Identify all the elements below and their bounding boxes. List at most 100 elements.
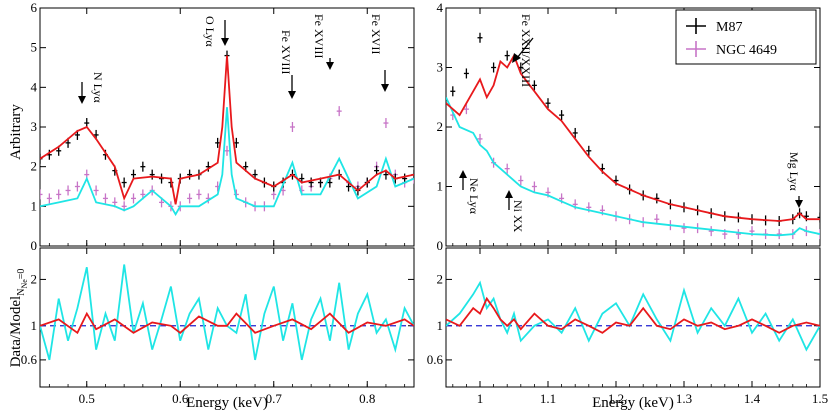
left-point-m87: [308, 177, 314, 188]
left-x-tick-label-3: 0.8: [359, 391, 375, 406]
left-series-m87-model: [40, 55, 414, 205]
left-series-ngc-4649-ratio: [40, 264, 414, 361]
left-line-m87-model: [40, 55, 414, 205]
left-point-ngc-4649: [93, 185, 99, 196]
legend-label-ngc: NGC 4649: [716, 43, 777, 58]
right-top-y-tick-label-2: 2: [437, 119, 444, 134]
legend-marker-ngc: [686, 41, 706, 57]
right-point-m87: [531, 80, 537, 91]
left-line-ngc-4649-ratio: [40, 264, 414, 361]
y-axis-label-bottom-sub: N: [16, 289, 27, 296]
right-x-tick-label-5: 1.5: [812, 391, 828, 406]
left-point-ngc-4649: [74, 181, 80, 192]
right-x-tick-label-0: 1: [477, 391, 484, 406]
left-ratio-frame: [39, 247, 415, 388]
right-line-m87-model: [446, 53, 820, 222]
left-point-ngc-4649: [40, 189, 43, 200]
right-series-ngc-4649-model: [446, 96, 820, 237]
left-ratio-y-tick-label-1: 1: [31, 318, 38, 333]
annotation-o-lya-text: O Lyα: [203, 16, 217, 47]
arrow-fe22-shaft: [516, 37, 534, 59]
left-point-m87: [327, 177, 333, 188]
left-point-ngc-4649: [289, 122, 295, 132]
left-top-y-tick-label-1: 1: [31, 198, 38, 213]
left-point-ngc-4649: [102, 193, 108, 204]
left-point-ngc-4649: [383, 118, 389, 129]
annotation-fe18-a: Fe XVIII: [279, 30, 293, 74]
y-axis-label-bottom: Data/ModelNNe=0: [8, 269, 29, 368]
right-point-ngc-4649: [504, 163, 510, 174]
y-axis-label-bottom-sub2: Ne: [20, 279, 29, 289]
annotation-n-lya-text: N Lyα: [91, 72, 105, 103]
x-axis-label-left: Energy (keV): [186, 395, 268, 411]
legend-box: [675, 9, 817, 65]
right-line-m87-ratio: [446, 296, 820, 334]
right-point-ngc-4649: [477, 133, 483, 144]
right-series-m87-ratio: [446, 296, 820, 334]
y-axis-label-bottom-sub3: =0: [16, 269, 27, 280]
left-top-y-tick-label-5: 5: [31, 40, 38, 55]
right-point-m87: [477, 32, 483, 43]
right-point-m87: [559, 110, 565, 121]
right-point-ngc-4649: [681, 223, 687, 234]
right-top-y-tick-label-4: 4: [437, 0, 444, 15]
right-point-m87: [450, 86, 456, 97]
annotation-fe18-a-text: Fe XVIII: [279, 30, 293, 74]
annotation-ne-lya-text: Ne Lyα: [467, 178, 481, 215]
left-top-y-tick-label-3: 3: [31, 119, 38, 134]
right-point-m87: [463, 68, 469, 79]
left-point-m87: [140, 161, 146, 172]
y-axis-label-top: Arbitrary: [8, 104, 24, 160]
y-axis-label-bottom-main: Data/Model: [8, 296, 24, 368]
right-line-ngc-4649-ratio: [446, 280, 820, 352]
left-top-y-tick-label-4: 4: [31, 79, 38, 94]
right-point-m87: [572, 127, 578, 138]
annotation-fe18-c-text: Fe XVII: [369, 14, 383, 54]
left-line-m87-ratio: [40, 311, 414, 335]
arrow-ne-lya-head: [459, 170, 467, 178]
legend-label-m87: M87: [716, 20, 742, 35]
right-point-m87: [504, 50, 510, 61]
right-point-m87: [491, 62, 497, 73]
left-point-ngc-4649: [46, 193, 52, 204]
annotation-ni-text: Ni XX: [511, 200, 525, 233]
left-point-m87: [121, 177, 127, 188]
left-point-ngc-4649: [56, 189, 62, 200]
right-point-m87: [586, 145, 592, 156]
right-x-tick-label-4: 1.4: [744, 391, 761, 406]
annotation-mg-lya-text: Mg Lyα: [787, 152, 801, 191]
left-line-ngc-4649-model: [40, 107, 414, 217]
right-point-ngc-4649: [654, 214, 660, 225]
arrow-o-lya-head: [221, 38, 229, 46]
right-point-ngc-4649: [776, 229, 782, 240]
annotation-n-lya: N Lyα: [91, 72, 105, 103]
left-point-ngc-4649: [336, 106, 342, 117]
left-point-ngc-4649: [65, 185, 71, 196]
left-top-y-tick-label-0: 0: [31, 238, 38, 253]
left-point-ngc-4649: [196, 189, 202, 200]
right-series-ngc-4649: [450, 104, 820, 240]
arrow-fe18-c-head: [381, 84, 389, 92]
left-top-frame: [39, 7, 415, 247]
left-top-y-tick-label-6: 6: [31, 0, 38, 15]
arrow-mg-lya-head: [795, 200, 803, 208]
left-x-tick-label-1: 0.6: [172, 391, 189, 406]
right-ratio-y-tick-label-0: 0.6: [427, 352, 444, 367]
right-x-tick-label-3: 1.3: [676, 391, 692, 406]
annotation-fe18-b: Fe XVIII: [312, 14, 326, 58]
right-top-y-tick-label-1: 1: [437, 179, 444, 194]
right-point-ngc-4649: [708, 226, 714, 237]
x-axis-label-right: Energy (keV): [592, 395, 674, 411]
annotation-o-lya: O Lyα: [203, 16, 217, 47]
left-x-tick-label-2: 0.7: [266, 391, 283, 406]
right-ratio-y-tick-label-2: 2: [437, 271, 444, 286]
arrow-fe18-b-head: [326, 62, 334, 70]
right-point-ngc-4649: [735, 229, 741, 240]
left-point-ngc-4649: [224, 145, 230, 156]
right-point-ngc-4649: [518, 175, 524, 186]
annotation-fe18-b-text: Fe XVIII: [312, 14, 326, 58]
left-point-ngc-4649: [131, 193, 136, 204]
legend: M87 NGC 4649: [675, 9, 817, 65]
arrow-n-lya-head: [78, 96, 86, 104]
